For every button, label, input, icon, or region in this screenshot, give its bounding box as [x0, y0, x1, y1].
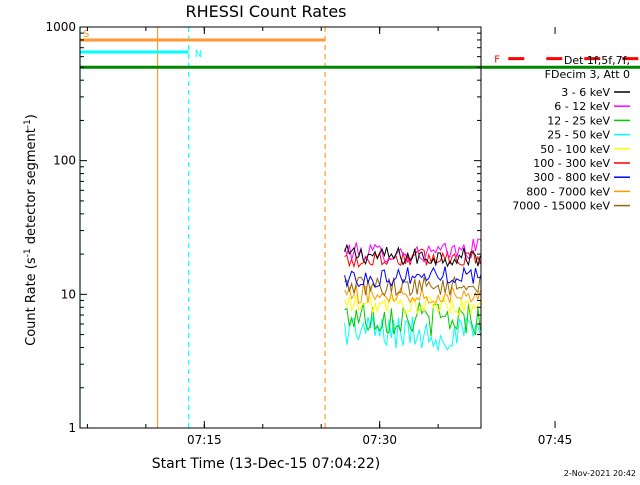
- series-line: [344, 266, 481, 289]
- chart-title: RHESSI Count Rates: [186, 2, 347, 21]
- legend-header-line-1: Det 1f,5f,7f,: [564, 54, 630, 67]
- y-axis-label-sup1: -1: [23, 248, 33, 257]
- legend-entry-label: 7000 - 15000 keV: [512, 200, 610, 213]
- legend-entry-label: 300 - 800 keV: [533, 171, 610, 184]
- x-tick-label: 07:30: [362, 433, 397, 447]
- series-line: [344, 316, 481, 351]
- plot-frame: [79, 26, 482, 429]
- series-line: [344, 248, 481, 269]
- x-tick-label: 07:45: [538, 433, 573, 447]
- flag-bar-label: F: [494, 55, 500, 66]
- legend-entry-label: 12 - 25 keV: [547, 114, 610, 127]
- series-line: [344, 302, 481, 337]
- series-layer: [344, 238, 481, 351]
- y-axis-label-main: Count Rate (s: [24, 257, 39, 346]
- legend-entry-label: 25 - 50 keV: [547, 129, 610, 142]
- legend-header-line-2: FDecim 3, Att 0: [545, 68, 630, 81]
- series-line: [344, 284, 481, 305]
- markers-layer: SNFRDDRD6: [79, 27, 640, 428]
- flag-bar-label: N: [195, 49, 202, 60]
- legend: Det 1f,5f,7f, FDecim 3, Att 0 3 - 6 keV6…: [512, 54, 630, 213]
- legend-entry-label: 100 - 300 keV: [533, 157, 610, 170]
- legend-entry-label: 50 - 100 keV: [540, 143, 610, 156]
- y-axis-label: Count Rate (s-1 detector segment-1): [23, 114, 39, 346]
- flag-bar-label: S: [83, 29, 89, 40]
- legend-entry-label: 800 - 7000 keV: [526, 185, 610, 198]
- y-axis-label-mid: detector segment: [24, 128, 39, 248]
- series-line: [344, 238, 481, 264]
- y-tick-label: 1: [68, 421, 76, 435]
- x-axis-label: Start Time (13-Dec-15 07:04:22): [152, 456, 380, 472]
- series-line: [344, 276, 481, 297]
- y-axis-label-end: ): [24, 114, 39, 119]
- series-line: [344, 294, 481, 318]
- series-line: [344, 243, 481, 268]
- y-axis-label-sup2: -1: [23, 119, 33, 128]
- y-tick-label: 10: [61, 287, 76, 301]
- legend-entry-label: 3 - 6 keV: [561, 86, 610, 99]
- x-tick-label: 07:15: [187, 433, 222, 447]
- y-tick-label: 1000: [45, 20, 76, 34]
- footer-timestamp: 2-Nov-2021 20:42: [564, 469, 636, 478]
- legend-entry-label: 6 - 12 keV: [554, 100, 610, 113]
- y-tick-label: 100: [53, 154, 76, 168]
